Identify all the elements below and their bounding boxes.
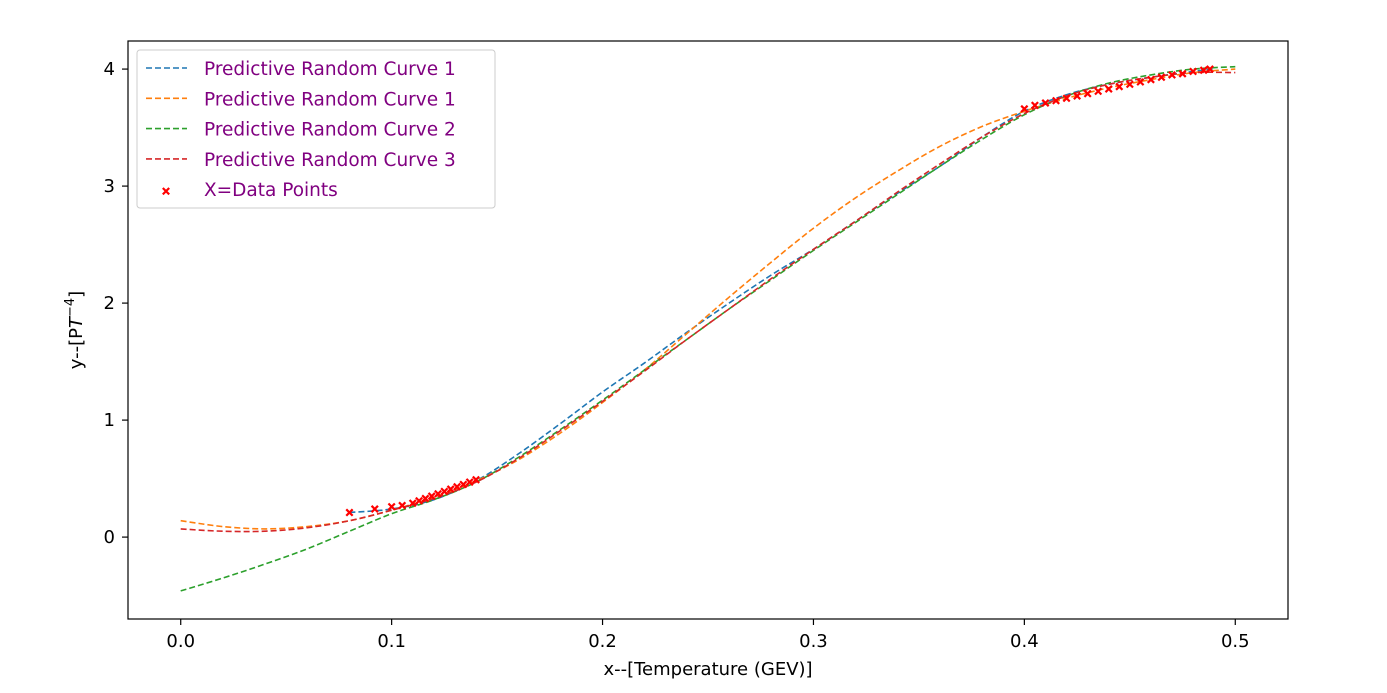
data-point bbox=[1199, 66, 1208, 75]
data-point bbox=[1041, 99, 1050, 107]
y-tick-label: 0 bbox=[104, 527, 115, 548]
data-point bbox=[453, 482, 461, 491]
x-axis-label: x--[Temperature (GEV)] bbox=[603, 659, 812, 680]
x-tick-label: 0.1 bbox=[377, 631, 406, 652]
legend: Predictive Random Curve 1 Predictive Rand… bbox=[136, 49, 496, 209]
data-point bbox=[421, 494, 430, 503]
data-point bbox=[446, 485, 455, 494]
legend-label-3: Predictive Random Curve 2 bbox=[204, 120, 456, 141]
series-line-3 bbox=[180, 65, 1236, 592]
legend-marker-data-points bbox=[162, 187, 170, 196]
data-point bbox=[1146, 75, 1155, 84]
data-points-layer bbox=[345, 65, 1214, 517]
data-point bbox=[1136, 77, 1145, 86]
data-point bbox=[1115, 82, 1124, 91]
legend-label-1: Predictive Random Curve 1 bbox=[204, 59, 456, 80]
data-point bbox=[434, 489, 443, 498]
data-point bbox=[465, 478, 474, 487]
data-point bbox=[1094, 87, 1103, 96]
data-point bbox=[427, 492, 436, 501]
data-point bbox=[408, 499, 417, 508]
y-tick-label: 2 bbox=[104, 293, 115, 314]
data-point bbox=[1073, 92, 1082, 100]
data-point bbox=[440, 487, 449, 496]
x-tick-label: 0.5 bbox=[1221, 631, 1250, 652]
data-point bbox=[1189, 67, 1198, 76]
data-point bbox=[1125, 80, 1134, 89]
x-tick-label: 0.4 bbox=[1010, 631, 1039, 652]
y-tick-label: 4 bbox=[104, 59, 115, 80]
data-point bbox=[1168, 70, 1176, 79]
data-point bbox=[345, 508, 354, 517]
y-axis-label: y--[PT−4] bbox=[63, 291, 87, 369]
x-tick-label: 0.3 bbox=[799, 631, 828, 652]
data-point bbox=[1062, 94, 1071, 103]
data-point bbox=[1030, 101, 1039, 110]
data-point bbox=[387, 502, 396, 511]
data-point bbox=[1083, 89, 1092, 98]
data-point bbox=[1157, 73, 1166, 82]
x-tick-label: 0.2 bbox=[588, 631, 617, 652]
data-point bbox=[1104, 84, 1113, 93]
series-line-4 bbox=[180, 71, 1236, 533]
legend-frame bbox=[136, 49, 496, 209]
curves-layer bbox=[180, 65, 1236, 592]
legend-label-2: Predictive Random Curve 1 bbox=[204, 89, 456, 110]
y-tick-label: 1 bbox=[104, 410, 115, 431]
legend-label-data-points: X=Data Points bbox=[204, 180, 338, 201]
plot-frame bbox=[127, 40, 1289, 620]
y-tick-label: 3 bbox=[104, 176, 115, 197]
data-point bbox=[1178, 69, 1187, 78]
data-point bbox=[472, 475, 480, 484]
data-point bbox=[415, 496, 424, 505]
data-point bbox=[459, 480, 468, 489]
data-point bbox=[1020, 104, 1029, 113]
y-axis-ticks: 0 1 2 3 4 bbox=[104, 59, 128, 548]
data-point bbox=[1205, 65, 1214, 74]
data-point bbox=[398, 501, 407, 510]
x-tick-label: 0.0 bbox=[166, 631, 195, 652]
data-point bbox=[370, 505, 379, 513]
data-point bbox=[1052, 96, 1060, 105]
legend-label-4: Predictive Random Curve 3 bbox=[204, 150, 456, 171]
x-axis-ticks: 0.0 0.1 0.2 0.3 0.4 0.5 bbox=[166, 619, 1250, 652]
